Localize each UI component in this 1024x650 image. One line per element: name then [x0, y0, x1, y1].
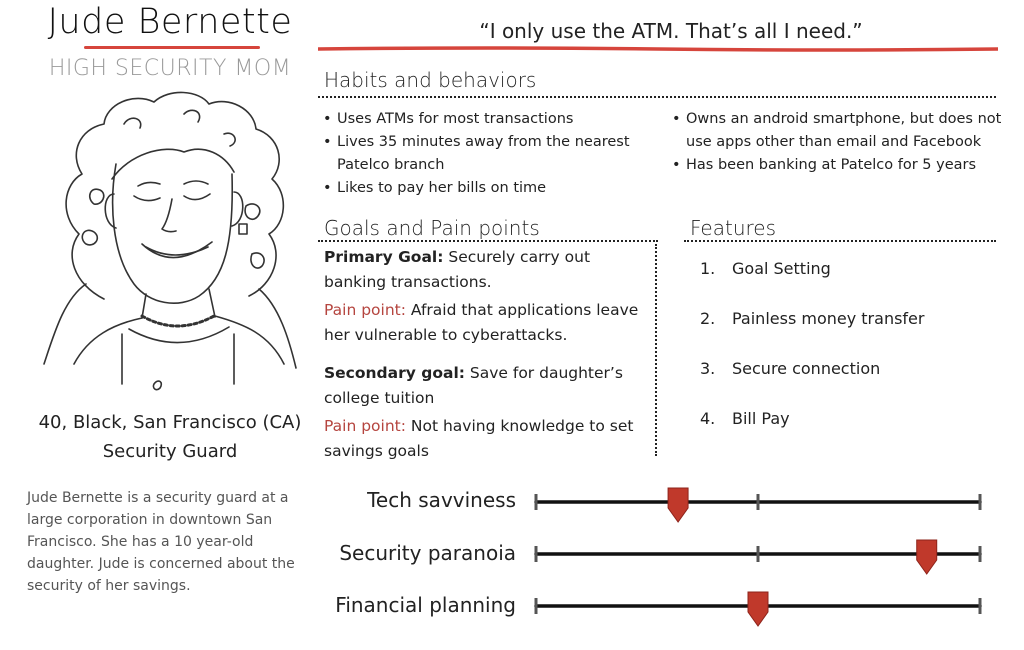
slider-label-tech-savviness: Tech savviness [367, 488, 516, 512]
occupation-line: Security Guard [102, 441, 238, 462]
habits-list-left: Uses ATMs for most transactions Lives 35… [323, 108, 648, 200]
feature-item: 2. Painless money transfer [700, 309, 924, 328]
persona-quote: “I only use the ATM. That’s all I need.” [479, 19, 863, 43]
persona-bio: Jude Bernette is a security guard at a l… [27, 490, 295, 594]
persona-demographics: 40, Black, San Francisco (CA) Security G… [0, 408, 340, 466]
feature-number: 3. [700, 359, 716, 378]
pain-point-label: Pain point: [324, 417, 406, 435]
slider-marker [747, 591, 769, 627]
goals-divider [318, 240, 658, 242]
features-divider [684, 240, 996, 242]
goals-heading: Goals and Pain points [324, 216, 540, 240]
slider-label-security-paranoia: Security paranoia [339, 541, 516, 565]
pain-point-1: Pain point: Afraid that applications lea… [324, 298, 644, 348]
primary-goal-text: Securely carry out banking transactions. [324, 248, 591, 291]
feature-number: 4. [700, 409, 716, 428]
feature-label: Secure connection [732, 359, 881, 378]
habit-item: Uses ATMs for most transactions [323, 108, 648, 131]
feature-item: 3. Secure connection [700, 359, 880, 378]
habits-heading: Habits and behaviors [324, 68, 537, 92]
feature-number: 2. [700, 309, 716, 328]
feature-item: 4. Bill Pay [700, 409, 790, 428]
pain-point-text: Not having knowledge to set savings goal… [324, 417, 634, 460]
name-underline [84, 46, 260, 49]
persona-name: Jude Bernette [47, 2, 293, 42]
feature-label: Goal Setting [732, 259, 831, 278]
feature-label: Painless money transfer [732, 309, 925, 328]
secondary-goal: Secondary goal: Save for daughter’s coll… [324, 361, 644, 411]
slider-marker [667, 487, 689, 523]
primary-goal-label: Primary Goal: [324, 248, 444, 266]
habits-list-right: Owns an android smartphone, but does not… [672, 108, 1002, 177]
pain-point-text: Afraid that applications leave her vulne… [324, 301, 639, 344]
trait-sliders [534, 487, 982, 627]
goals-vertical-divider [655, 244, 657, 456]
pain-point-label: Pain point: [324, 301, 406, 319]
quote-underline [318, 46, 998, 52]
demographics-line: 40, Black, San Francisco (CA) [38, 412, 302, 433]
feature-item: 1. Goal Setting [700, 259, 831, 278]
pain-point-2: Pain point: Not having knowledge to set … [324, 414, 644, 464]
secondary-goal-label: Secondary goal: [324, 364, 465, 382]
features-heading: Features [690, 216, 776, 240]
habit-item: Lives 35 minutes away from the nearest P… [323, 131, 648, 177]
feature-label: Bill Pay [732, 409, 790, 428]
habit-item: Owns an android smartphone, but does not… [672, 108, 1002, 154]
slider-marker [916, 539, 938, 575]
habit-item: Has been banking at Patelco for 5 years [672, 154, 1002, 177]
habit-item: Likes to pay her bills on time [323, 177, 648, 200]
slider-label-financial-planning: Financial planning [335, 593, 516, 617]
secondary-goal-text: Save for daughter’s college tuition [324, 364, 623, 407]
habits-divider [318, 96, 996, 98]
persona-portrait-sketch [43, 91, 297, 391]
feature-number: 1. [700, 259, 716, 278]
primary-goal: Primary Goal: Securely carry out banking… [324, 245, 644, 295]
persona-role: HIGH SECURITY MOM [48, 56, 292, 81]
